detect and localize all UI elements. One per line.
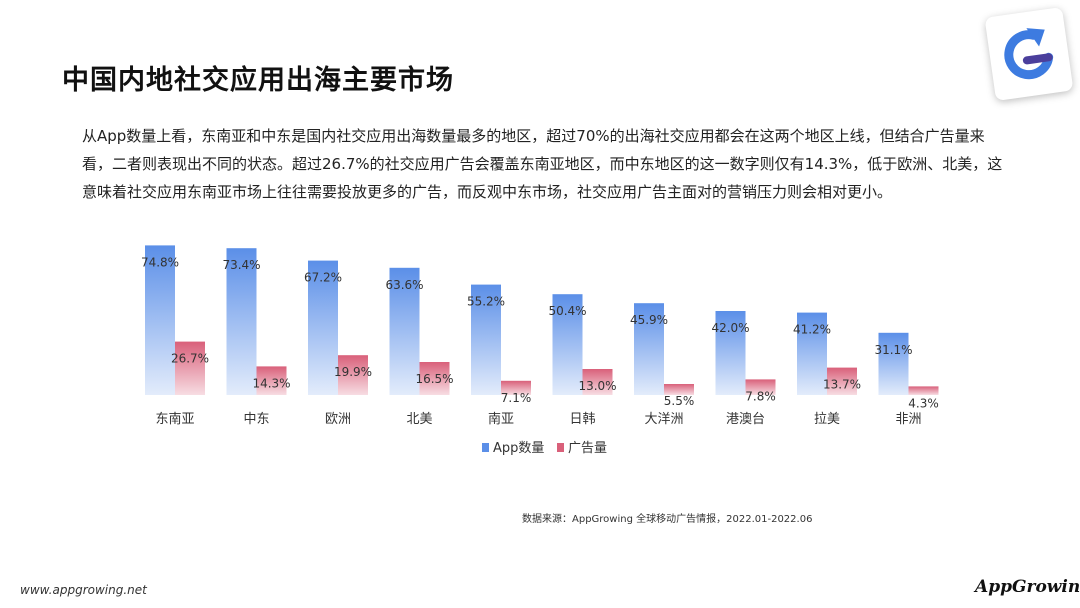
bar-ad-volume-0 (175, 341, 205, 395)
category-label-6: 大洋洲 (644, 412, 683, 427)
category-label-2: 欧洲 (325, 412, 351, 427)
bar-ad-volume-6 (664, 384, 694, 395)
bar-ad-volume-8 (827, 367, 857, 395)
category-label-5: 日韩 (569, 412, 595, 427)
bar-app-count-1 (226, 248, 257, 395)
bar-ad-volume-9 (908, 386, 939, 395)
bar-ad-volume-4 (501, 380, 531, 395)
bar-ad-volume-5 (582, 369, 613, 395)
bar-app-count-3 (389, 267, 420, 395)
data-label-app-count-3: 63.6% (385, 278, 423, 292)
data-label-app-count-2: 67.2% (304, 271, 342, 285)
bar-chart: 74.8% 26.7% 东南亚 73.4% 14.3% 中东 67.2% 19.9% 欧洲 63.… (141, 245, 939, 456)
data-label-app-count-6: 45.9% (630, 313, 668, 327)
data-label-ad-volume-8: 13.7% (823, 378, 861, 392)
bar-app-count-6 (634, 303, 664, 395)
data-label-app-count-8: 41.2% (793, 323, 831, 337)
bar-app-count-9 (878, 332, 909, 395)
category-label-4: 南亚 (488, 411, 514, 427)
data-label-ad-volume-2: 19.9% (334, 365, 372, 379)
bar-app-count-0 (145, 245, 175, 395)
category-label-3: 北美 (406, 412, 432, 427)
brand-logo: AppGrowing (975, 577, 1080, 597)
bar-app-count-4 (471, 284, 501, 395)
data-label-ad-volume-3: 16.5% (415, 372, 453, 386)
data-label-ad-volume-7: 7.8% (745, 389, 776, 403)
data-label-ad-volume-5: 13.0% (578, 379, 616, 393)
bar-app-count-7 (715, 311, 746, 395)
category-label-8: 拉美 (814, 412, 840, 427)
data-label-app-count-7: 42.0% (711, 321, 749, 335)
description-text: 从App数量上看，东南亚和中东是国内社交应用出海数量最多的地区，超过70%的出海… (82, 127, 1003, 201)
legend-swatch-app-count (482, 443, 489, 452)
bar-ad-volume-1 (256, 366, 287, 395)
data-label-ad-volume-6: 5.5% (664, 394, 695, 408)
data-label-ad-volume-1: 14.3% (252, 376, 290, 390)
bar-app-count-2 (308, 260, 338, 395)
appgrowing-logo-icon (984, 6, 1074, 102)
page-title: 中国内地社交应用出海主要市场 (62, 65, 454, 96)
category-label-9: 非洲 (895, 412, 921, 427)
data-label-ad-volume-9: 4.3% (908, 396, 939, 410)
data-source-note: 数据来源：AppGrowing 全球移动广告情报，2022.01-2022.06 (522, 514, 813, 525)
data-label-ad-volume-0: 26.7% (171, 352, 209, 366)
data-label-app-count-5: 50.4% (548, 304, 586, 318)
category-label-1: 中东 (243, 412, 269, 427)
data-label-app-count-1: 73.4% (222, 258, 260, 272)
data-label-ad-volume-4: 7.1% (501, 391, 532, 405)
legend-swatch-ad-volume (557, 443, 564, 452)
data-label-app-count-9: 31.1% (874, 343, 912, 357)
category-label-0: 东南亚 (155, 411, 194, 427)
category-label-7: 港澳台 (726, 411, 765, 427)
bar-app-count-8 (797, 312, 827, 395)
bar-ad-volume-7 (745, 379, 776, 395)
data-label-app-count-0: 74.8% (141, 255, 179, 269)
website-url: www.appgrowing.net (20, 583, 147, 597)
data-label-app-count-4: 55.2% (467, 295, 505, 309)
legend-label-app-count: App数量 (493, 441, 544, 456)
chart-legend: App数量 广告量 (482, 441, 607, 456)
bar-app-count-5 (552, 294, 583, 395)
bar-ad-volume-3 (419, 362, 450, 395)
bar-ad-volume-2 (338, 355, 368, 395)
legend-label-ad-volume: 广告量 (568, 441, 607, 456)
